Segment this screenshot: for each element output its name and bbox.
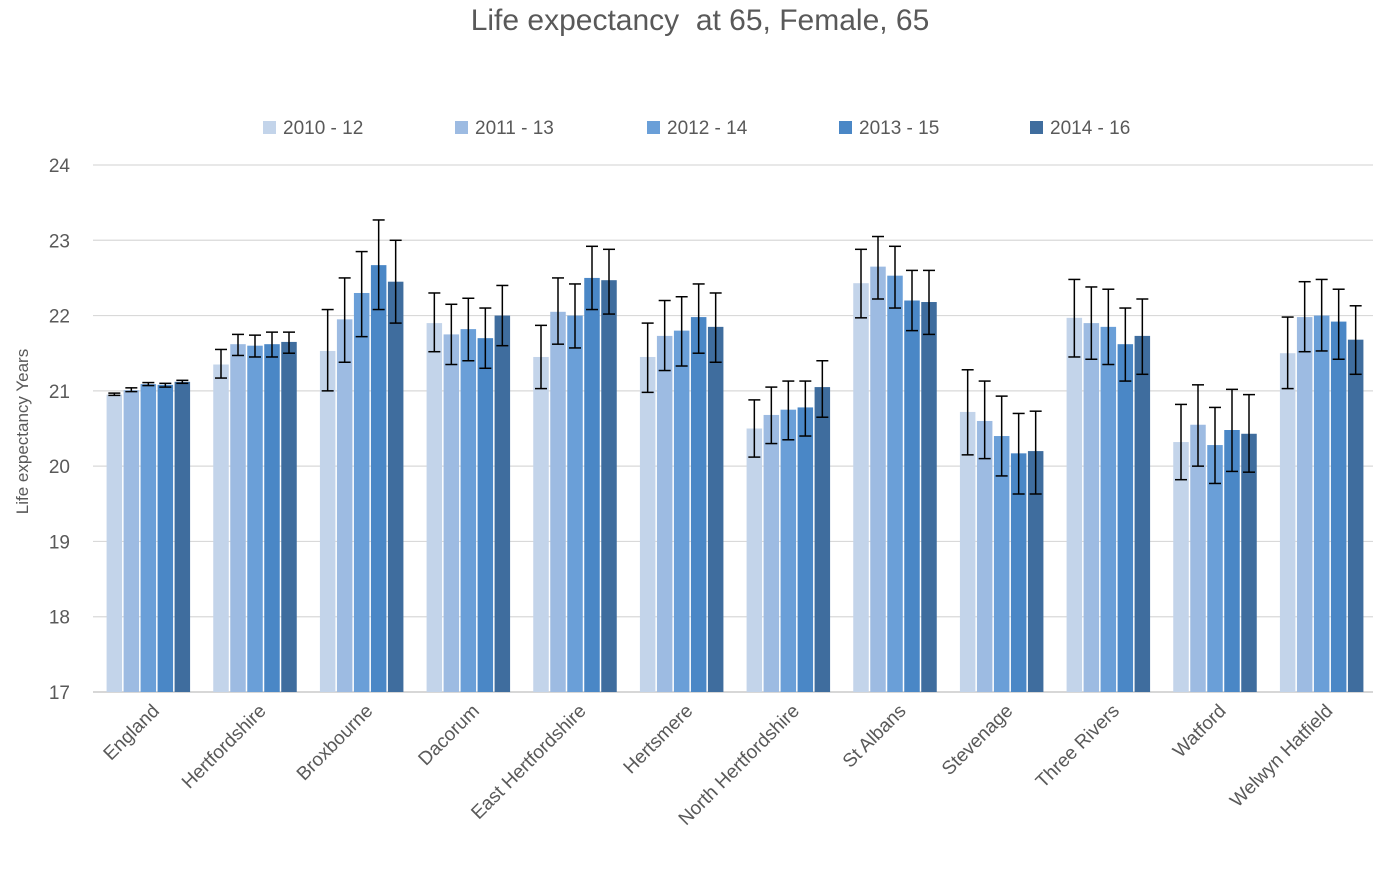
bar bbox=[264, 344, 280, 692]
bar bbox=[673, 330, 690, 692]
bar bbox=[157, 384, 174, 692]
bar bbox=[887, 275, 903, 692]
legend-label: 2010 - 12 bbox=[283, 118, 363, 139]
bar bbox=[1117, 344, 1134, 692]
x-tick-label: Stevenage bbox=[938, 701, 1017, 780]
bar bbox=[746, 428, 763, 692]
bar bbox=[656, 335, 673, 692]
bar bbox=[123, 390, 140, 692]
y-tick-label: 18 bbox=[49, 608, 70, 629]
bar bbox=[1100, 326, 1117, 692]
bar bbox=[370, 265, 387, 692]
bar bbox=[1066, 317, 1083, 692]
x-tick-label: St Albans bbox=[839, 701, 911, 773]
bar bbox=[853, 283, 869, 692]
bar bbox=[426, 323, 443, 692]
bar bbox=[174, 381, 191, 692]
bar bbox=[870, 266, 886, 692]
legend-swatch bbox=[455, 121, 468, 134]
y-tick-label: 20 bbox=[49, 457, 70, 478]
bar bbox=[1296, 317, 1313, 692]
legend-label: 2011 - 13 bbox=[475, 118, 554, 139]
bar bbox=[460, 329, 477, 692]
bar bbox=[247, 345, 263, 692]
bar bbox=[1190, 424, 1206, 692]
bar bbox=[814, 387, 831, 692]
bar bbox=[959, 411, 976, 692]
bar bbox=[1010, 453, 1027, 692]
bar bbox=[690, 317, 707, 692]
bar bbox=[230, 344, 246, 692]
bar bbox=[533, 356, 549, 692]
y-tick-label: 22 bbox=[49, 307, 70, 328]
bar bbox=[797, 407, 814, 692]
bar bbox=[387, 281, 404, 692]
legend-swatch bbox=[1030, 121, 1043, 134]
x-tick-label: Dacorum bbox=[415, 701, 484, 770]
legend-label: 2014 - 16 bbox=[1050, 118, 1130, 139]
y-tick-label: 17 bbox=[49, 683, 70, 704]
legend-swatch bbox=[647, 121, 660, 134]
bar bbox=[601, 280, 617, 692]
bar bbox=[1347, 339, 1364, 692]
bar bbox=[1241, 433, 1257, 692]
x-tick-label: England bbox=[100, 701, 164, 765]
x-tick-label: Welwyn Hatfield bbox=[1226, 701, 1337, 812]
bar bbox=[353, 292, 370, 692]
bar bbox=[443, 334, 460, 692]
bar bbox=[1083, 323, 1100, 692]
bar bbox=[993, 436, 1010, 692]
bar bbox=[639, 356, 656, 692]
y-tick-label: 19 bbox=[49, 532, 70, 553]
bar bbox=[106, 394, 123, 692]
bar bbox=[567, 315, 583, 692]
bar bbox=[1279, 353, 1296, 692]
bar bbox=[921, 302, 937, 692]
x-tick-label: Hertfordshire bbox=[178, 701, 271, 794]
bar bbox=[213, 364, 229, 692]
y-tick-label: 23 bbox=[49, 231, 70, 252]
x-tick-label: Three Rivers bbox=[1032, 701, 1124, 793]
bar bbox=[140, 384, 157, 692]
bar bbox=[1224, 430, 1240, 692]
x-tick-label: North Hertfordshire bbox=[675, 701, 804, 830]
x-tick-label: Broxbourne bbox=[293, 701, 377, 785]
y-tick-label: 24 bbox=[49, 156, 71, 177]
bar bbox=[976, 420, 993, 692]
bar bbox=[1134, 335, 1151, 692]
bar bbox=[494, 315, 511, 692]
bar bbox=[336, 319, 353, 692]
legend-label: 2012 - 14 bbox=[667, 118, 748, 139]
legend-swatch bbox=[839, 121, 852, 134]
x-tick-label: Watford bbox=[1169, 701, 1230, 762]
bar bbox=[707, 326, 724, 692]
bar bbox=[904, 300, 920, 692]
bar bbox=[1330, 321, 1347, 692]
bar bbox=[763, 414, 780, 692]
chart-title: Life expectancy at 65, Female, 65 bbox=[470, 4, 930, 37]
bar bbox=[1173, 442, 1189, 692]
bar bbox=[1313, 315, 1330, 692]
x-tick-label: East Hertfordshire bbox=[467, 701, 590, 824]
bar bbox=[281, 341, 297, 692]
bar bbox=[1027, 451, 1044, 692]
legend-swatch bbox=[263, 121, 276, 134]
y-axis-label: Life expectancy Years bbox=[13, 349, 32, 514]
bar bbox=[780, 409, 797, 692]
bar bbox=[1207, 445, 1223, 692]
bar bbox=[550, 311, 566, 692]
y-tick-label: 21 bbox=[49, 382, 70, 403]
x-tick-label: Hertsmere bbox=[620, 701, 698, 779]
bar bbox=[319, 350, 336, 692]
legend-label: 2013 - 15 bbox=[859, 118, 939, 139]
bar bbox=[477, 338, 494, 692]
bar bbox=[584, 277, 600, 692]
